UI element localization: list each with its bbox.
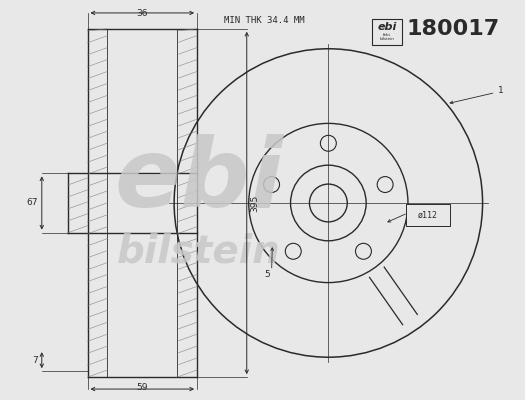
FancyBboxPatch shape xyxy=(406,204,450,226)
Text: 7: 7 xyxy=(32,356,38,365)
Text: MIN THK 34.4 MM: MIN THK 34.4 MM xyxy=(224,16,304,25)
Text: 395: 395 xyxy=(251,194,260,212)
Text: ebi: ebi xyxy=(377,22,397,32)
Text: 180017: 180017 xyxy=(407,19,500,39)
Text: bilstein: bilstein xyxy=(117,233,281,271)
Text: 1: 1 xyxy=(498,86,503,95)
FancyBboxPatch shape xyxy=(372,19,402,45)
Text: ø112: ø112 xyxy=(418,210,438,220)
Text: 59: 59 xyxy=(136,383,148,392)
Text: febi
bilstein: febi bilstein xyxy=(380,32,394,41)
Text: 5: 5 xyxy=(264,270,269,279)
Text: ebi: ebi xyxy=(114,134,284,226)
Text: 67: 67 xyxy=(26,198,38,208)
Text: 36: 36 xyxy=(136,9,148,18)
